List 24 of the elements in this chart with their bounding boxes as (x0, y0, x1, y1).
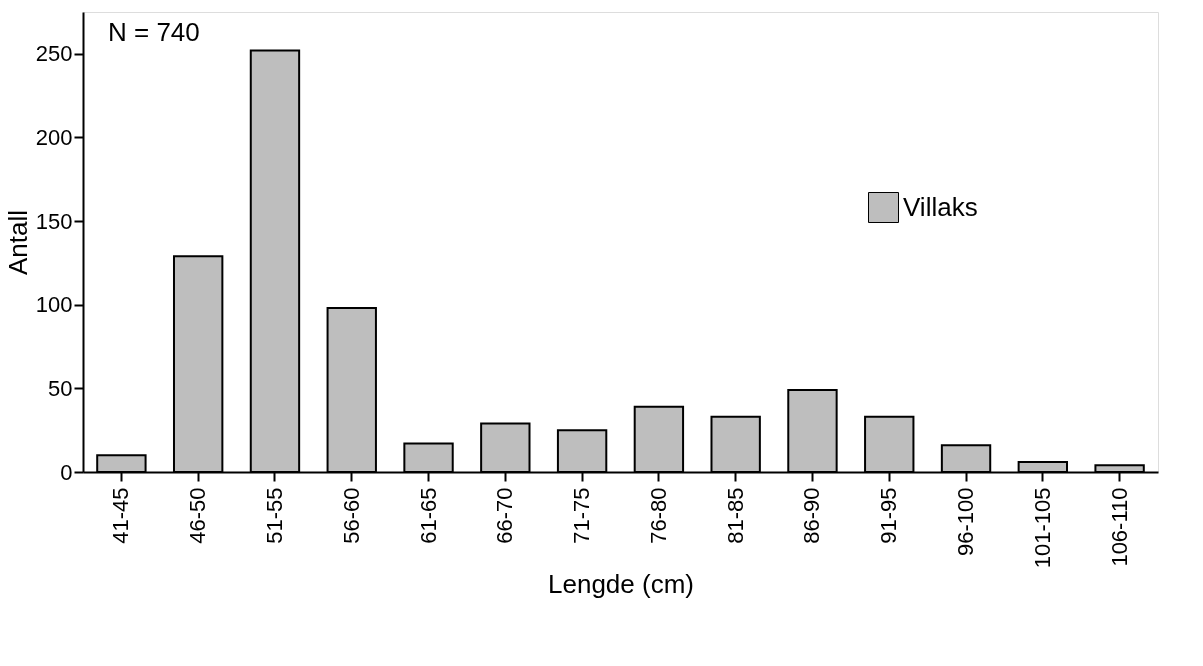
y-tick-label: 250 (35, 41, 73, 67)
x-tick-label: 71-75 (569, 487, 595, 544)
y-tick-label: 50 (48, 375, 73, 401)
x-tick-label: 46-50 (185, 487, 211, 544)
y-tick-label: 200 (35, 124, 73, 150)
x-tick-label: 86-90 (799, 487, 825, 544)
x-tick-label: 106-110 (1106, 487, 1132, 567)
annotation: N = 740 (108, 17, 200, 47)
x-tick-label: 41-45 (108, 487, 134, 544)
x-tick-label: 101-105 (1029, 487, 1055, 569)
x-tick-label: 96-100 (953, 487, 979, 557)
legend-label: Villaks (903, 191, 978, 222)
x-axis-title: Lengde (cm) (548, 569, 694, 600)
y-axis-title: Antall (2, 209, 33, 276)
y-tick-label: 150 (35, 208, 73, 234)
x-tick-label: 56-60 (338, 487, 364, 544)
y-tick-label: 0 (60, 459, 73, 485)
x-tick-label: 76-80 (645, 487, 671, 544)
y-tick-label: 100 (35, 292, 73, 318)
x-tick-label: 81-85 (722, 487, 748, 544)
x-tick-label: 61-65 (415, 487, 441, 544)
x-tick-label: 51-55 (261, 487, 287, 544)
x-tick-label: 66-70 (492, 487, 518, 544)
x-tick-label: 91-95 (876, 487, 902, 544)
